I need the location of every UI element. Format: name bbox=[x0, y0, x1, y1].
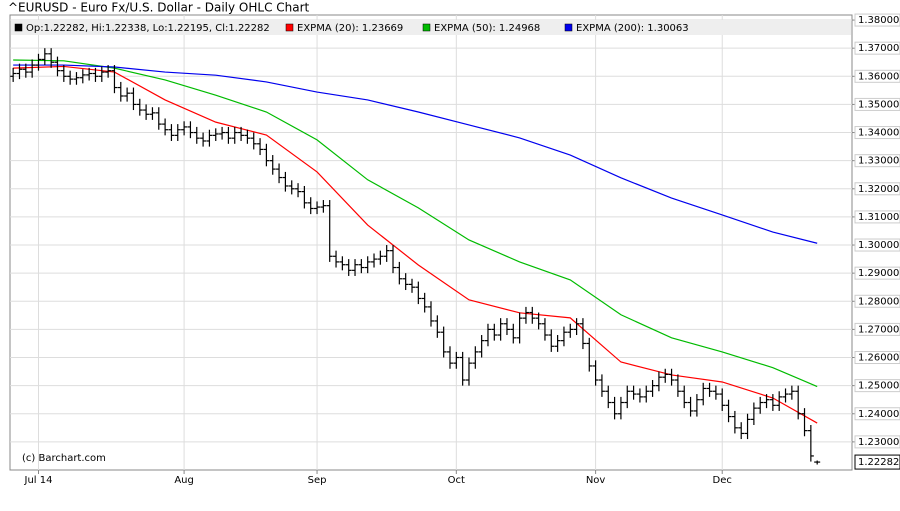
y-tick-box bbox=[854, 126, 900, 140]
y-tick-box bbox=[854, 154, 900, 168]
x-tick-label: Dec bbox=[713, 475, 732, 486]
y-tick-box bbox=[854, 266, 900, 280]
y-tick-label: 1.26000 bbox=[858, 353, 899, 364]
y-tick-label: 1.38000 bbox=[858, 15, 899, 26]
y-tick-box bbox=[854, 69, 900, 83]
y-tick-label: 1.29000 bbox=[858, 268, 899, 279]
y-tick-box bbox=[854, 435, 900, 449]
x-tick-label: Sep bbox=[308, 475, 327, 486]
legend-label: Op:1.22282, Hi:1.22338, Lo:1.22195, Cl:1… bbox=[26, 23, 270, 34]
y-tick-box bbox=[854, 351, 900, 365]
y-tick-box bbox=[854, 182, 900, 196]
y-tick-box bbox=[854, 238, 900, 252]
legend-label: EXPMA (20): 1.23669 bbox=[297, 23, 403, 34]
y-tick-label: 1.34000 bbox=[858, 128, 899, 139]
credit: (c) Barchart.com bbox=[22, 453, 106, 464]
ema-line bbox=[13, 65, 818, 424]
y-tick-label: 1.30000 bbox=[858, 240, 899, 251]
y-tick-label: 1.33000 bbox=[858, 156, 899, 167]
y-tick-label: 1.27000 bbox=[858, 324, 899, 335]
legend-swatch bbox=[285, 23, 294, 32]
y-tick-box bbox=[854, 379, 900, 393]
y-tick-box bbox=[854, 97, 900, 111]
chart-title: ^EURUSD - Euro Fx/U.S. Dollar - Daily OH… bbox=[8, 1, 310, 15]
x-tick-label: Oct bbox=[448, 475, 465, 486]
x-tick-label: Aug bbox=[174, 475, 194, 486]
ema-line bbox=[13, 59, 818, 388]
y-tick-label: 1.23000 bbox=[858, 437, 899, 448]
y-tick-box bbox=[854, 407, 900, 421]
y-tick-label: 1.37000 bbox=[858, 43, 899, 54]
legend-swatch bbox=[422, 23, 431, 32]
legend-label: EXPMA (200): 1.30063 bbox=[576, 23, 689, 34]
y-tick-box bbox=[854, 294, 900, 308]
y-tick-label: 1.32000 bbox=[858, 184, 899, 195]
legend-swatch bbox=[564, 23, 573, 32]
legend-label: EXPMA (50): 1.24968 bbox=[434, 23, 540, 34]
y-tick-label: 1.24000 bbox=[858, 409, 899, 420]
y-tick-label: 1.28000 bbox=[858, 296, 899, 307]
y-tick-box bbox=[854, 13, 900, 27]
last-price-label: 1.22282 bbox=[858, 457, 899, 468]
y-tick-label: 1.36000 bbox=[858, 71, 899, 82]
legend-swatch bbox=[14, 23, 23, 32]
plot-area bbox=[9, 14, 853, 471]
y-tick-box bbox=[854, 322, 900, 336]
x-tick-label: Jul 14 bbox=[24, 475, 53, 486]
y-tick-label: 1.35000 bbox=[858, 99, 899, 110]
last-price-box bbox=[854, 454, 900, 470]
y-tick-label: 1.31000 bbox=[858, 212, 899, 223]
y-tick-label: 1.25000 bbox=[858, 381, 899, 392]
x-tick-label: Nov bbox=[586, 475, 606, 486]
y-tick-box bbox=[854, 210, 900, 224]
legend-band bbox=[11, 20, 851, 35]
ema-line bbox=[13, 64, 818, 244]
y-tick-box bbox=[854, 41, 900, 55]
